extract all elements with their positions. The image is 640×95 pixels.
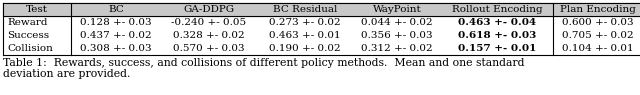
Text: Rollout Encoding: Rollout Encoding: [452, 5, 542, 14]
Text: Collision: Collision: [7, 44, 53, 53]
Text: Success: Success: [7, 31, 49, 40]
Text: Table 1:  Rewards, success, and collisions of different policy methods.  Mean an: Table 1: Rewards, success, and collision…: [3, 58, 525, 68]
Text: 0.463 +- 0.01: 0.463 +- 0.01: [269, 31, 341, 40]
Text: 0.328 +- 0.02: 0.328 +- 0.02: [173, 31, 245, 40]
Text: WayPoint: WayPoint: [372, 5, 421, 14]
Text: 0.437 +- 0.02: 0.437 +- 0.02: [80, 31, 152, 40]
Bar: [3, 3, 640, 16]
Text: 0.273 +- 0.02: 0.273 +- 0.02: [269, 18, 341, 27]
Text: 0.190 +- 0.02: 0.190 +- 0.02: [269, 44, 341, 53]
Text: BC: BC: [108, 5, 124, 14]
Text: Reward: Reward: [7, 18, 47, 27]
Text: 0.308 +- 0.03: 0.308 +- 0.03: [80, 44, 152, 53]
Text: 0.705 +- 0.02: 0.705 +- 0.02: [562, 31, 634, 40]
Text: 0.312 +- 0.02: 0.312 +- 0.02: [361, 44, 433, 53]
Text: 0.356 +- 0.03: 0.356 +- 0.03: [361, 31, 433, 40]
Text: 0.618 +- 0.03: 0.618 +- 0.03: [458, 31, 536, 40]
Text: 0.157 +- 0.01: 0.157 +- 0.01: [458, 44, 536, 53]
Text: 0.128 +- 0.03: 0.128 +- 0.03: [80, 18, 152, 27]
Text: 0.600 +- 0.03: 0.600 +- 0.03: [562, 18, 634, 27]
Text: deviation are provided.: deviation are provided.: [3, 69, 131, 79]
Text: GA-DDPG: GA-DDPG: [184, 5, 235, 14]
Text: Plan Encoding: Plan Encoding: [560, 5, 636, 14]
Text: 0.570 +- 0.03: 0.570 +- 0.03: [173, 44, 245, 53]
Text: Test: Test: [26, 5, 48, 14]
Text: 0.104 +- 0.01: 0.104 +- 0.01: [562, 44, 634, 53]
Text: BC Residual: BC Residual: [273, 5, 337, 14]
Text: -0.240 +- 0.05: -0.240 +- 0.05: [172, 18, 246, 27]
Text: 0.044 +- 0.02: 0.044 +- 0.02: [361, 18, 433, 27]
Text: 0.463 +- 0.04: 0.463 +- 0.04: [458, 18, 536, 27]
